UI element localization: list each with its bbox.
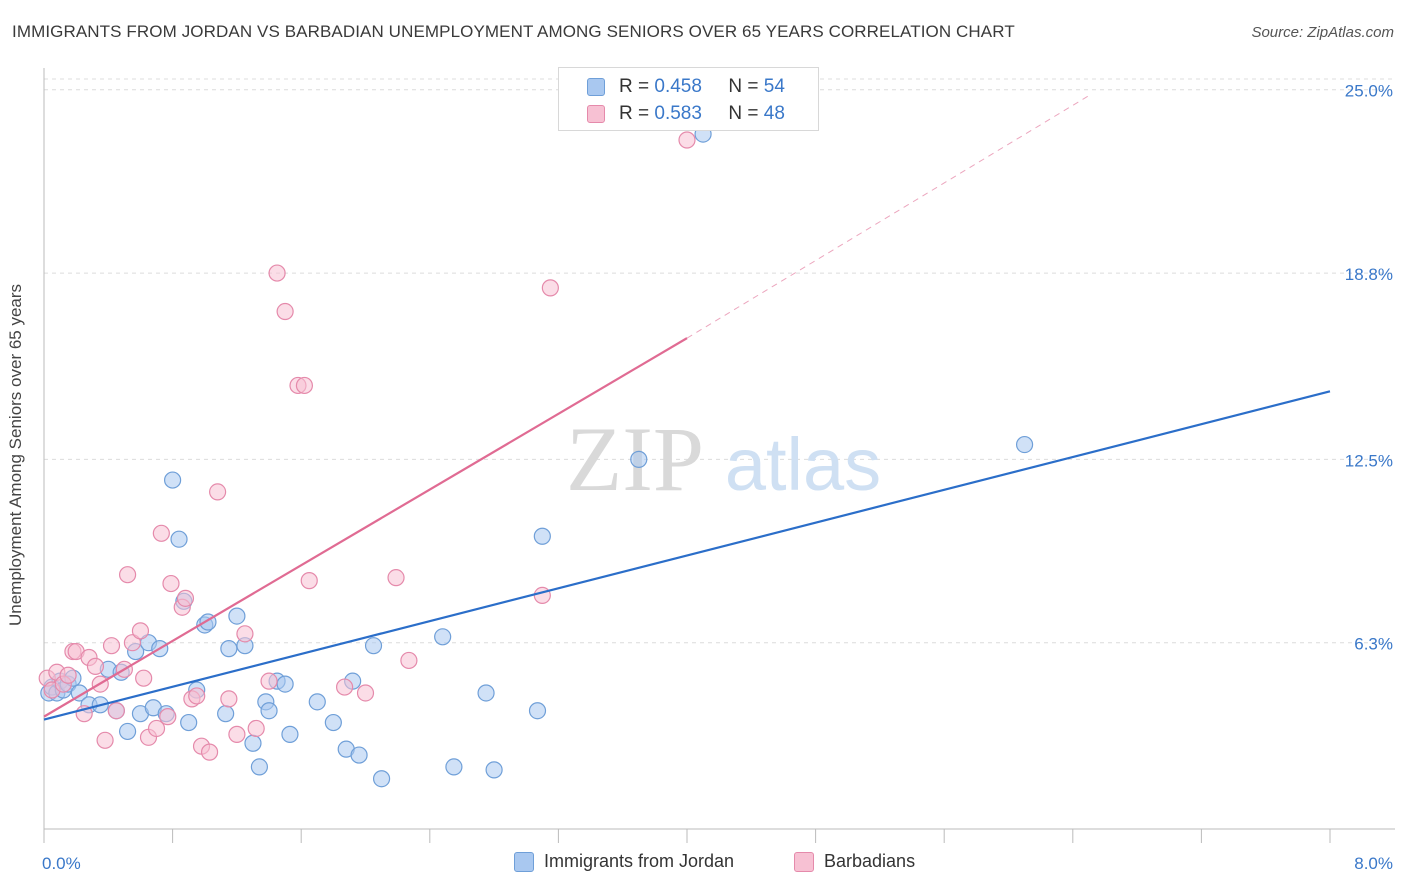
barbadian-point [533, 586, 551, 604]
jordan-point [364, 637, 383, 655]
barbadian-point [260, 672, 278, 690]
barbadian-point [209, 483, 227, 501]
y-tick-label: 18.8% [1345, 265, 1393, 284]
jordan-point [220, 640, 238, 658]
y-tick-label: 6.3% [1354, 635, 1393, 654]
x-tick-label: 8.0% [1354, 854, 1393, 873]
bottom-legend-swatch-jordan [514, 851, 534, 872]
x-tick-label: 0.0% [42, 854, 81, 873]
jordan-point [528, 702, 547, 720]
jordan-point [350, 746, 368, 764]
barbadian-point [176, 589, 195, 607]
axes [43, 68, 1395, 843]
jordan-point [180, 713, 198, 732]
jordan-point [630, 450, 648, 468]
tick-labels: 6.3% 12.5% 18.8% 25.0% 0.0% 8.0% [42, 82, 1393, 873]
barbadian-point [387, 569, 405, 587]
jordan-point [324, 713, 342, 732]
jordan-point [485, 761, 503, 779]
barbadian-point [131, 622, 150, 640]
jordan-point [118, 722, 137, 741]
barbadian-point [400, 651, 418, 670]
barbadian-point [59, 666, 77, 684]
jordan-point [281, 725, 299, 743]
barbadian-point [135, 669, 153, 687]
barbadian-point [356, 684, 375, 702]
legend-n-label: N = [728, 76, 759, 97]
legend-n-value: 48 [763, 103, 785, 124]
jordan-point [434, 628, 452, 646]
bottom-legend-barbadians: Barbadians [794, 851, 915, 872]
jordan-point [372, 770, 391, 788]
jordan-point [244, 734, 262, 752]
chart-title: IMMIGRANTS FROM JORDAN VS BARBADIAN UNEM… [12, 22, 1015, 41]
legend-row-jordan: R = 0.458 N = 54 [559, 75, 785, 99]
correlation-legend: R = 0.458 N = 54 R = 0.583 N = 48 [558, 67, 819, 131]
legend-row-barbadians: R = 0.583 N = 48 [559, 102, 785, 126]
jordan-point [164, 471, 182, 489]
barbadian-point [295, 376, 314, 395]
jordan-point [1015, 435, 1034, 454]
barbadian-point [220, 690, 238, 708]
jordan-point [217, 705, 235, 723]
jordan-point [445, 758, 463, 776]
jordan-point [260, 702, 278, 720]
jordan-point [533, 527, 551, 545]
legend-r-value: 0.583 [654, 103, 702, 124]
bottom-legend-jordan: Immigrants from Jordan [514, 851, 734, 872]
jordan-point [228, 607, 246, 625]
barbadian-point [276, 302, 294, 321]
legend-swatch-barbadians [587, 105, 605, 123]
source-label: Source: ZipAtlas.com [1251, 24, 1394, 41]
barbadian-point [247, 719, 265, 738]
barbadian-point [678, 131, 696, 149]
watermark-atlas: atlas [725, 423, 881, 506]
barbadian-point [541, 279, 559, 297]
barbadian-point [118, 566, 137, 584]
trend-lines [43, 95, 1331, 721]
jordan-point [250, 758, 269, 776]
barbadian-point [86, 657, 105, 675]
barbadian-point [152, 524, 170, 542]
barbadian-point [159, 708, 177, 726]
barbadian-point [300, 572, 318, 590]
barbadian-trend-line [43, 337, 688, 718]
barbadian-point [123, 634, 142, 652]
bottom-legend-label-barbadians: Barbadians [824, 851, 916, 871]
legend-r-value: 0.458 [654, 76, 702, 97]
watermark: ZIP atlas [566, 408, 881, 510]
barbadian-point [336, 678, 354, 696]
barbadian-trend-extension [686, 95, 1090, 339]
barbadian-point [200, 743, 219, 761]
barbadian-point [147, 719, 166, 738]
jordan-point [170, 530, 188, 548]
bottom-legend-swatch-barbadians [794, 851, 814, 872]
legend-r-label: R = [619, 76, 650, 97]
y-tick-label: 25.0% [1345, 82, 1393, 101]
jordan-point [276, 675, 294, 693]
legend-n-value: 54 [763, 76, 785, 97]
y-tick-label: 12.5% [1345, 451, 1393, 470]
data-points [38, 125, 1034, 788]
barbadian-point [162, 574, 180, 593]
barbadian-point [236, 625, 254, 643]
legend-r-label: R = [619, 103, 650, 124]
jordan-point [477, 684, 495, 702]
barbadian-point [268, 264, 286, 282]
barbadian-point [107, 702, 125, 720]
grid-lines [44, 78, 1395, 644]
barbadian-point [102, 637, 121, 655]
barbadian-point [228, 725, 246, 743]
jordan-trend-line [43, 390, 1331, 721]
bottom-legend-label-jordan: Immigrants from Jordan [544, 851, 735, 871]
barbadian-point [96, 731, 114, 749]
legend-swatch-jordan [587, 78, 605, 96]
legend-n-label: N = [728, 103, 759, 124]
jordan-point [308, 693, 326, 711]
barbadian-point [188, 687, 206, 705]
